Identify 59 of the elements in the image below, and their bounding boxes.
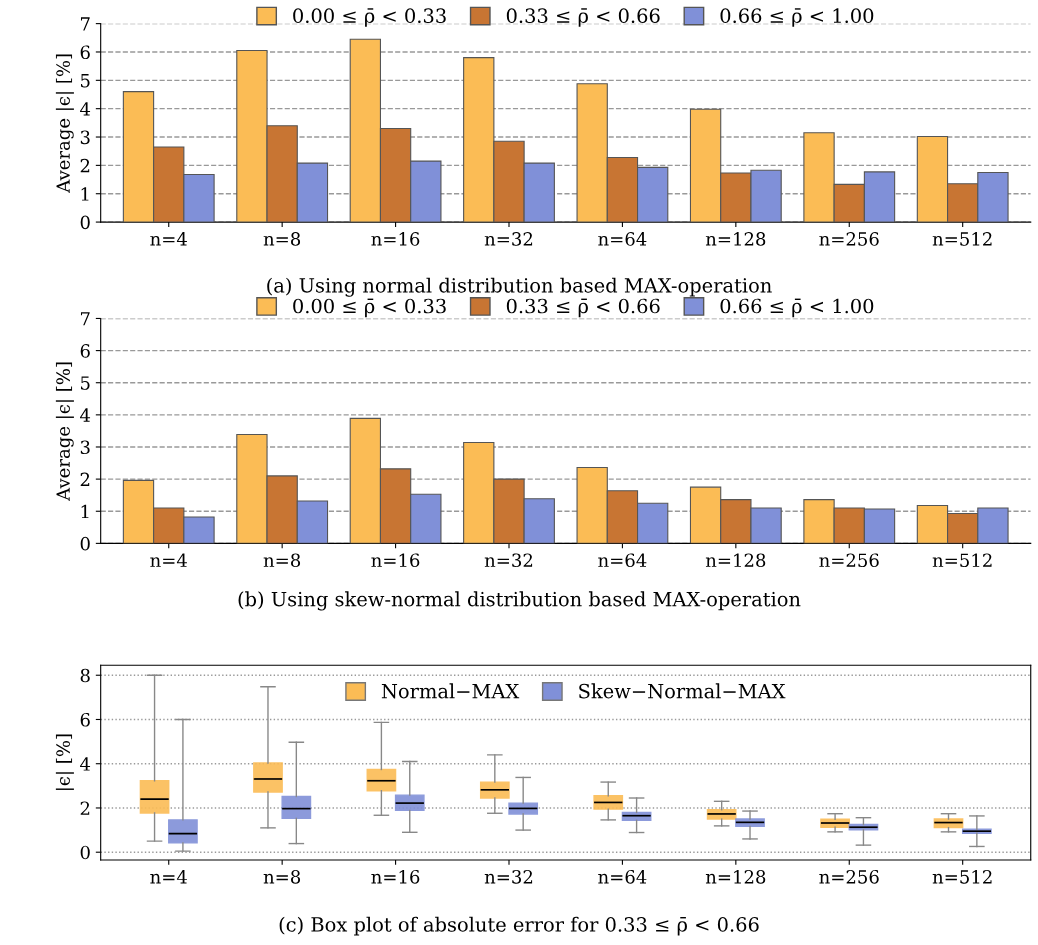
legend-label: 0.00 ≤ ρ̄ < 0.33 <box>293 298 446 318</box>
x-tick-label: n=256 <box>819 232 879 246</box>
y-tick-label: 0 <box>80 215 90 230</box>
x-tick-label: n=32 <box>484 553 533 568</box>
y-tick-label: 0 <box>80 845 90 860</box>
y-tick-label: 2 <box>80 801 90 815</box>
y-axis-title: Average |ϵ| [%] <box>55 54 74 193</box>
y-tick-label: 8 <box>80 668 90 683</box>
text: (b) Using skew-normal distribution based MAX-operation <box>238 591 801 611</box>
y-tick-label: 5 <box>81 74 90 88</box>
x-tick-label: n=128 <box>705 232 766 246</box>
x-tick-label: n=8 <box>263 553 301 568</box>
x-tick-label: n=4 <box>150 553 187 567</box>
legend-label: 0.33 ≤ ρ̄ < 0.66 <box>506 8 660 27</box>
y-tick-label: 1 <box>81 504 89 519</box>
y-tick-label: 1 <box>81 187 89 201</box>
y-tick-label: 4 <box>80 102 91 116</box>
x-tick-label: n=32 <box>484 232 533 246</box>
text: (c) Box plot of absolute error for 0.33 ≤ ρ̄ < 0.66 <box>279 916 759 936</box>
y-tick-label: 4 <box>80 757 91 771</box>
y-tick-label: 7 <box>80 312 90 326</box>
x-tick-label: n=64 <box>598 232 647 246</box>
x-tick-label: n=128 <box>705 869 766 884</box>
x-tick-label: n=4 <box>150 232 187 246</box>
legend-label: 0.33 ≤ ρ̄ < 0.66 <box>506 298 660 318</box>
x-tick-label: n=64 <box>598 553 647 568</box>
y-tick-label: 5 <box>81 376 90 390</box>
y-tick-label: 6 <box>80 712 90 727</box>
y-tick-label: 6 <box>80 344 90 358</box>
legend-label: Skew−Normal−MAX <box>579 683 786 699</box>
x-tick-label: n=4 <box>150 869 187 884</box>
y-tick-label: 6 <box>80 45 90 60</box>
x-tick-label: n=256 <box>819 869 879 884</box>
x-tick-label: n=512 <box>932 232 992 246</box>
text: (a) Using normal distribution based MAX-operation <box>267 277 772 297</box>
x-tick-label: n=8 <box>263 869 301 884</box>
legend-label: 0.66 ≤ ρ̄ < 1.00 <box>720 8 874 27</box>
y-tick-label: 0 <box>80 536 90 551</box>
x-tick-label: n=512 <box>932 869 992 884</box>
x-tick-label: n=128 <box>705 553 766 568</box>
x-tick-label: n=16 <box>371 232 420 246</box>
x-tick-label: n=512 <box>932 553 992 568</box>
legend-label: Normal−MAX <box>381 683 520 699</box>
x-tick-label: n=32 <box>484 869 533 884</box>
x-tick-label: n=16 <box>371 869 420 884</box>
x-tick-label: n=8 <box>263 232 301 246</box>
y-tick-label: 7 <box>80 17 90 31</box>
x-tick-label: n=16 <box>371 553 420 568</box>
y-tick-label: 2 <box>80 472 90 486</box>
y-tick-label: 3 <box>80 130 90 145</box>
legend-label: 0.00 ≤ ρ̄ < 0.33 <box>293 8 446 27</box>
x-tick-label: n=64 <box>598 869 647 884</box>
y-tick-label: 4 <box>80 408 91 422</box>
y-axis-title: |ϵ| [%] <box>55 734 74 790</box>
x-tick-label: n=256 <box>819 553 879 568</box>
legend-label: 0.66 ≤ ρ̄ < 1.00 <box>720 298 874 318</box>
y-tick-label: 3 <box>80 440 90 455</box>
y-tick-label: 2 <box>80 158 90 173</box>
y-axis-title: Average |ϵ| [%] <box>55 362 74 501</box>
